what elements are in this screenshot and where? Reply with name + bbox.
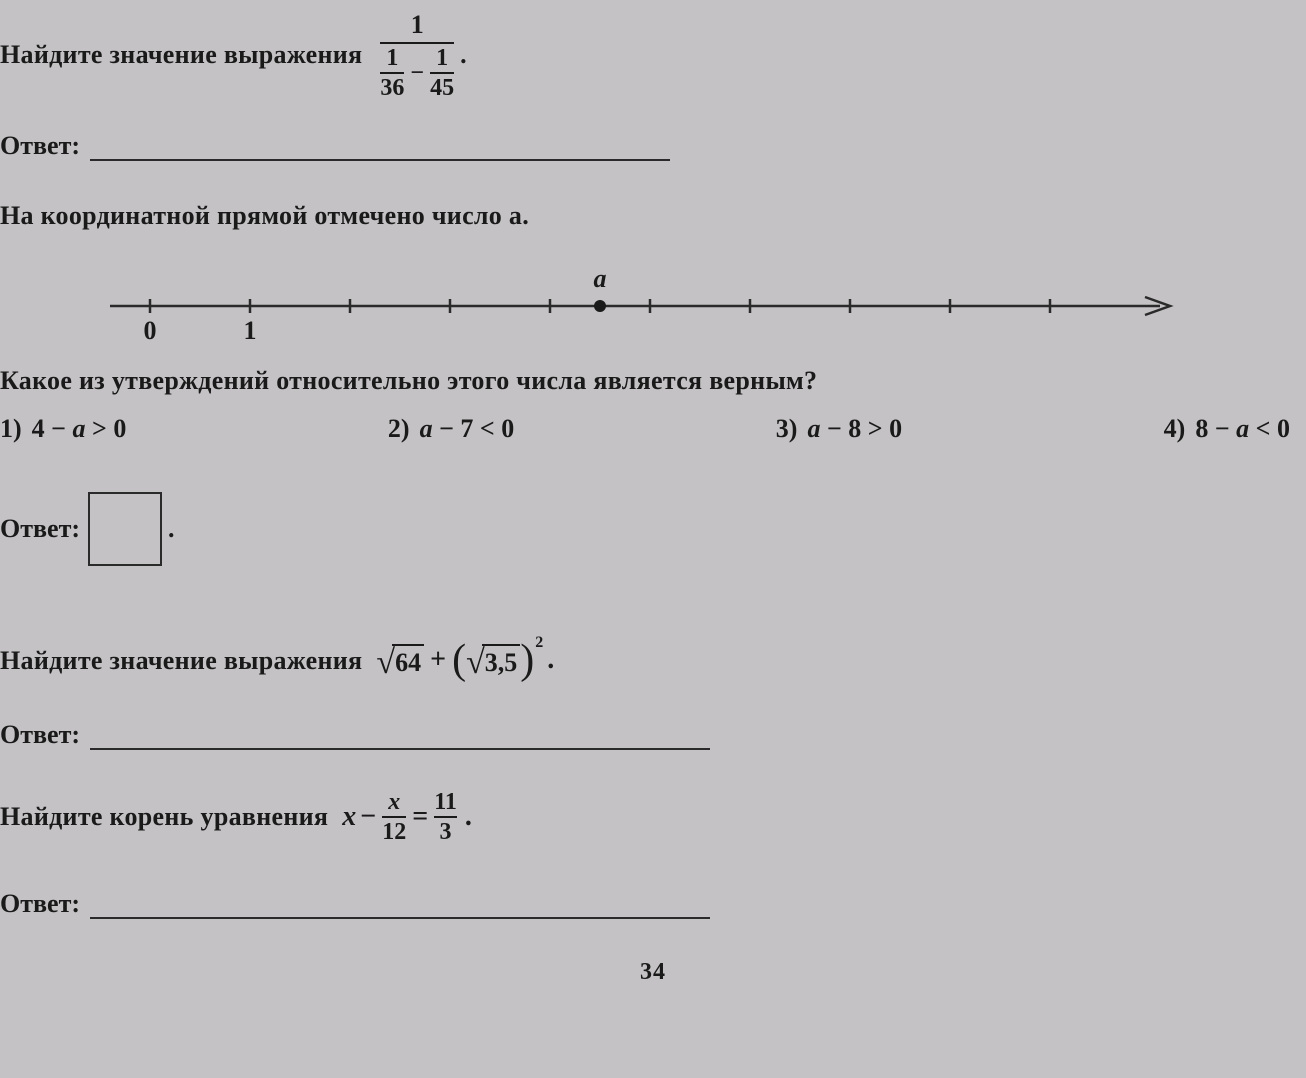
p3-prompt: Найдите значение выражения <box>0 646 362 676</box>
period: . <box>460 40 467 70</box>
equals-op: = <box>412 801 428 833</box>
frac-bar <box>430 72 454 74</box>
p2-prompt: На координатной прямой отмечено число a. <box>0 201 529 231</box>
p3-answer-row: Ответ: <box>0 720 1306 751</box>
opt-num: 3) <box>776 414 798 444</box>
p4-equation: x − x 12 = 11 3 . <box>342 790 472 844</box>
period: . <box>168 514 175 544</box>
p2-question-line: Какое из утверждений относительно этого … <box>0 366 1306 396</box>
frac-den: 3 <box>440 820 452 844</box>
answer-blank[interactable] <box>90 888 710 919</box>
answer-label: Ответ: <box>0 514 80 544</box>
problem-1: Найдите значение выражения 1 1 36 − 1 45 <box>0 10 1306 161</box>
problem-2: На координатной прямой отмечено число a. <box>0 201 1306 566</box>
frac-11-3: 11 3 <box>434 790 457 844</box>
opt-expr: a − 7 < 0 <box>420 414 515 444</box>
frac-bar <box>434 816 457 818</box>
opt-expr: 4 − a > 0 <box>32 414 127 444</box>
p1-answer-row: Ответ: <box>0 130 1306 161</box>
option-3: 3) a − 8 > 0 <box>776 414 902 444</box>
svg-text:a: a <box>594 264 607 293</box>
radical-icon: √ <box>466 646 485 680</box>
close-paren: ) <box>520 644 534 678</box>
frac-num: 11 <box>434 790 457 814</box>
cfrac-numerator: 1 <box>407 10 428 40</box>
cfrac-denominator: 1 36 − 1 45 <box>380 46 454 100</box>
p2-question: Какое из утверждений относительно этого … <box>0 366 817 396</box>
p1-prompt-line: Найдите значение выражения 1 1 36 − 1 45 <box>0 10 1306 100</box>
frac-x-12: x 12 <box>382 790 406 844</box>
p3-prompt-line: Найдите значение выражения √ 64 + ( √ 3,… <box>0 644 1306 678</box>
open-paren: ( <box>452 644 466 678</box>
frac-num: 1 <box>386 46 398 70</box>
answer-label: Ответ: <box>0 720 80 750</box>
answer-label: Ответ: <box>0 131 80 161</box>
frac-bar <box>382 816 406 818</box>
p1-complex-fraction: 1 1 36 − 1 45 <box>380 10 454 100</box>
frac-1-45: 1 45 <box>430 46 454 100</box>
sqrt-64: √ 64 <box>376 644 424 678</box>
frac-den: 45 <box>430 76 454 100</box>
var-x: x <box>342 801 356 833</box>
opt-expr: a − 8 > 0 <box>807 414 902 444</box>
frac-den: 36 <box>380 76 404 100</box>
opt-num: 4) <box>1164 414 1186 444</box>
p2-answer-row: Ответ: . <box>0 492 1306 566</box>
period: . <box>465 801 472 833</box>
number-line-svg: 0 1 a <box>110 261 1190 341</box>
page-number: 34 <box>0 959 1306 986</box>
frac-num: x <box>388 790 400 814</box>
svg-text:0: 0 <box>144 316 157 341</box>
plus-op: + <box>430 644 446 676</box>
option-4: 4) 8 − a < 0 <box>1164 414 1290 444</box>
p4-prompt: Найдите корень уравнения <box>0 802 328 832</box>
sqrt-3-5: √ 3,5 <box>466 644 520 678</box>
frac-num: 1 <box>436 46 448 70</box>
worksheet-page: Найдите значение выражения 1 1 36 − 1 45 <box>0 0 1306 986</box>
cfrac-bar <box>380 42 454 44</box>
p1-prompt: Найдите значение выражения <box>0 40 362 70</box>
problem-4: Найдите корень уравнения x − x 12 = 11 3… <box>0 790 1306 919</box>
problem-3: Найдите значение выражения √ 64 + ( √ 3,… <box>0 644 1306 751</box>
answer-blank[interactable] <box>90 720 710 751</box>
opt-num: 1) <box>0 414 22 444</box>
radicand: 3,5 <box>482 644 521 678</box>
frac-bar <box>380 72 404 74</box>
minus-op: − <box>360 801 376 833</box>
opt-num: 2) <box>388 414 410 444</box>
p3-expression: √ 64 + ( √ 3,5 ) 2 . <box>376 644 554 678</box>
period: . <box>547 644 554 676</box>
radical-icon: √ <box>376 646 395 680</box>
svg-text:1: 1 <box>244 316 257 341</box>
frac-1-36: 1 36 <box>380 46 404 100</box>
paren-group: ( √ 3,5 ) 2 <box>452 644 543 678</box>
p4-answer-row: Ответ: <box>0 888 1306 919</box>
p4-prompt-line: Найдите корень уравнения x − x 12 = 11 3… <box>0 790 1306 844</box>
opt-expr: 8 − a < 0 <box>1195 414 1290 444</box>
options-row: 1) 4 − a > 0 2) a − 7 < 0 3) a − 8 > 0 4… <box>0 414 1290 444</box>
answer-box[interactable] <box>88 492 162 566</box>
answer-label: Ответ: <box>0 889 80 919</box>
exponent-2: 2 <box>535 634 543 652</box>
radicand: 64 <box>392 644 424 678</box>
option-1: 1) 4 − a > 0 <box>0 414 126 444</box>
option-2: 2) a − 7 < 0 <box>388 414 514 444</box>
minus-op: − <box>410 60 424 87</box>
p2-prompt-line: На координатной прямой отмечено число a. <box>0 201 1306 231</box>
answer-blank[interactable] <box>90 130 670 161</box>
number-line: 0 1 a <box>110 261 1190 346</box>
frac-den: 12 <box>382 820 406 844</box>
